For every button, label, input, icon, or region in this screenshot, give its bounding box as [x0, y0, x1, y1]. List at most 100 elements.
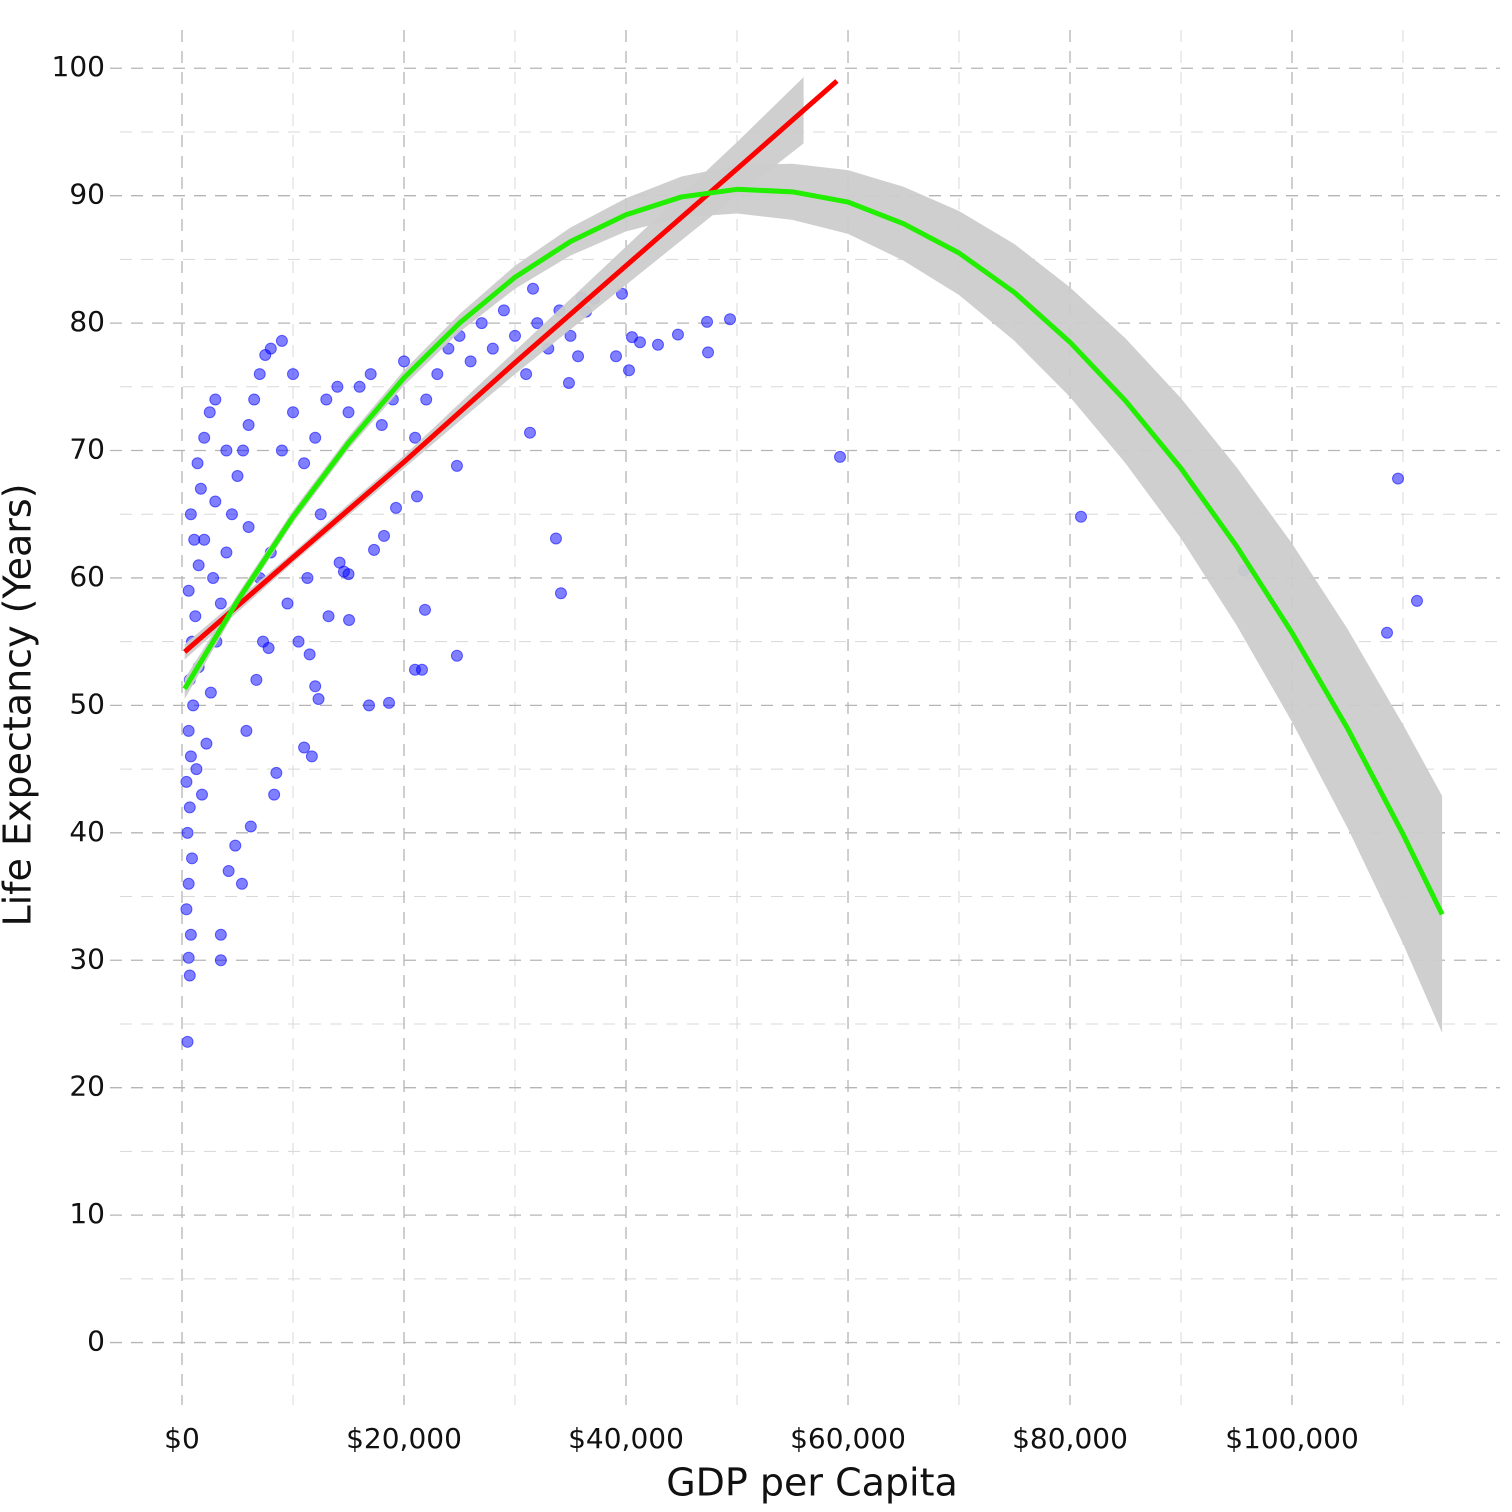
fit-line	[183, 79, 839, 654]
point	[564, 329, 577, 342]
point	[497, 304, 510, 317]
point	[220, 444, 233, 457]
point	[343, 614, 356, 627]
point	[623, 364, 636, 377]
x-tick-label: $0	[164, 1422, 200, 1455]
point	[616, 287, 629, 300]
point	[184, 750, 197, 763]
point	[200, 737, 213, 750]
point	[1392, 472, 1405, 485]
point	[398, 355, 411, 368]
point	[320, 393, 333, 406]
point	[322, 610, 335, 623]
point	[314, 508, 327, 521]
point	[203, 406, 216, 419]
point	[222, 865, 235, 878]
point	[182, 724, 195, 737]
point	[523, 426, 536, 439]
x-tick-label: $40,000	[568, 1422, 684, 1455]
point	[420, 393, 433, 406]
point	[331, 380, 344, 393]
point	[610, 350, 623, 363]
point	[409, 431, 422, 444]
point	[486, 342, 499, 355]
point	[834, 450, 847, 463]
point	[702, 346, 715, 359]
point	[342, 406, 355, 419]
point	[375, 419, 388, 432]
marks	[180, 77, 1445, 1048]
point	[298, 457, 311, 470]
y-tick-label: 10	[69, 1197, 105, 1230]
point	[526, 282, 539, 295]
point	[442, 342, 455, 355]
point	[305, 750, 318, 763]
point	[450, 459, 463, 472]
point	[353, 380, 366, 393]
y-tick-label: 90	[69, 178, 105, 211]
point	[303, 648, 316, 661]
point	[253, 368, 266, 381]
point	[182, 584, 195, 597]
point	[625, 331, 638, 344]
point	[195, 788, 208, 801]
point	[549, 532, 562, 545]
point	[237, 444, 250, 457]
point	[410, 490, 423, 503]
point	[287, 368, 300, 381]
point	[520, 368, 533, 381]
point	[418, 603, 431, 616]
point	[450, 649, 463, 662]
point	[1410, 594, 1423, 607]
point	[188, 533, 201, 546]
point	[209, 393, 222, 406]
point	[368, 543, 381, 556]
point	[509, 329, 522, 342]
point	[531, 317, 544, 330]
point	[225, 508, 238, 521]
point	[671, 328, 684, 341]
y-tick-label: 60	[69, 560, 105, 593]
point	[181, 826, 194, 839]
point	[204, 686, 217, 699]
point	[363, 699, 376, 712]
x-tick-label: $20,000	[346, 1422, 462, 1455]
fit-line	[182, 186, 1445, 916]
point	[220, 546, 233, 559]
point	[268, 788, 281, 801]
point	[192, 559, 205, 572]
point	[275, 444, 288, 457]
point	[183, 801, 196, 814]
point	[312, 693, 325, 706]
point	[390, 501, 403, 514]
y-tick-label: 80	[69, 305, 105, 338]
point	[431, 368, 444, 381]
y-tick-label: 50	[69, 687, 105, 720]
point	[309, 431, 322, 444]
point	[475, 317, 488, 330]
point	[244, 820, 257, 833]
y-tick-label: 20	[69, 1070, 105, 1103]
point	[180, 775, 193, 788]
point	[724, 313, 737, 326]
confidence-band	[184, 163, 1443, 1033]
point	[231, 470, 244, 483]
point	[242, 520, 255, 533]
point	[198, 431, 211, 444]
point	[309, 680, 322, 693]
point	[572, 350, 585, 363]
point	[198, 533, 211, 546]
point	[214, 597, 227, 610]
point	[214, 928, 227, 941]
point	[184, 508, 197, 521]
point	[214, 954, 227, 967]
point	[183, 969, 196, 982]
point	[229, 839, 242, 852]
y-tick-label: 40	[69, 815, 105, 848]
y-tick-label: 0	[87, 1325, 105, 1358]
point	[240, 724, 253, 737]
point	[554, 587, 567, 600]
point	[292, 635, 305, 648]
y-tick-label: 100	[52, 50, 105, 83]
